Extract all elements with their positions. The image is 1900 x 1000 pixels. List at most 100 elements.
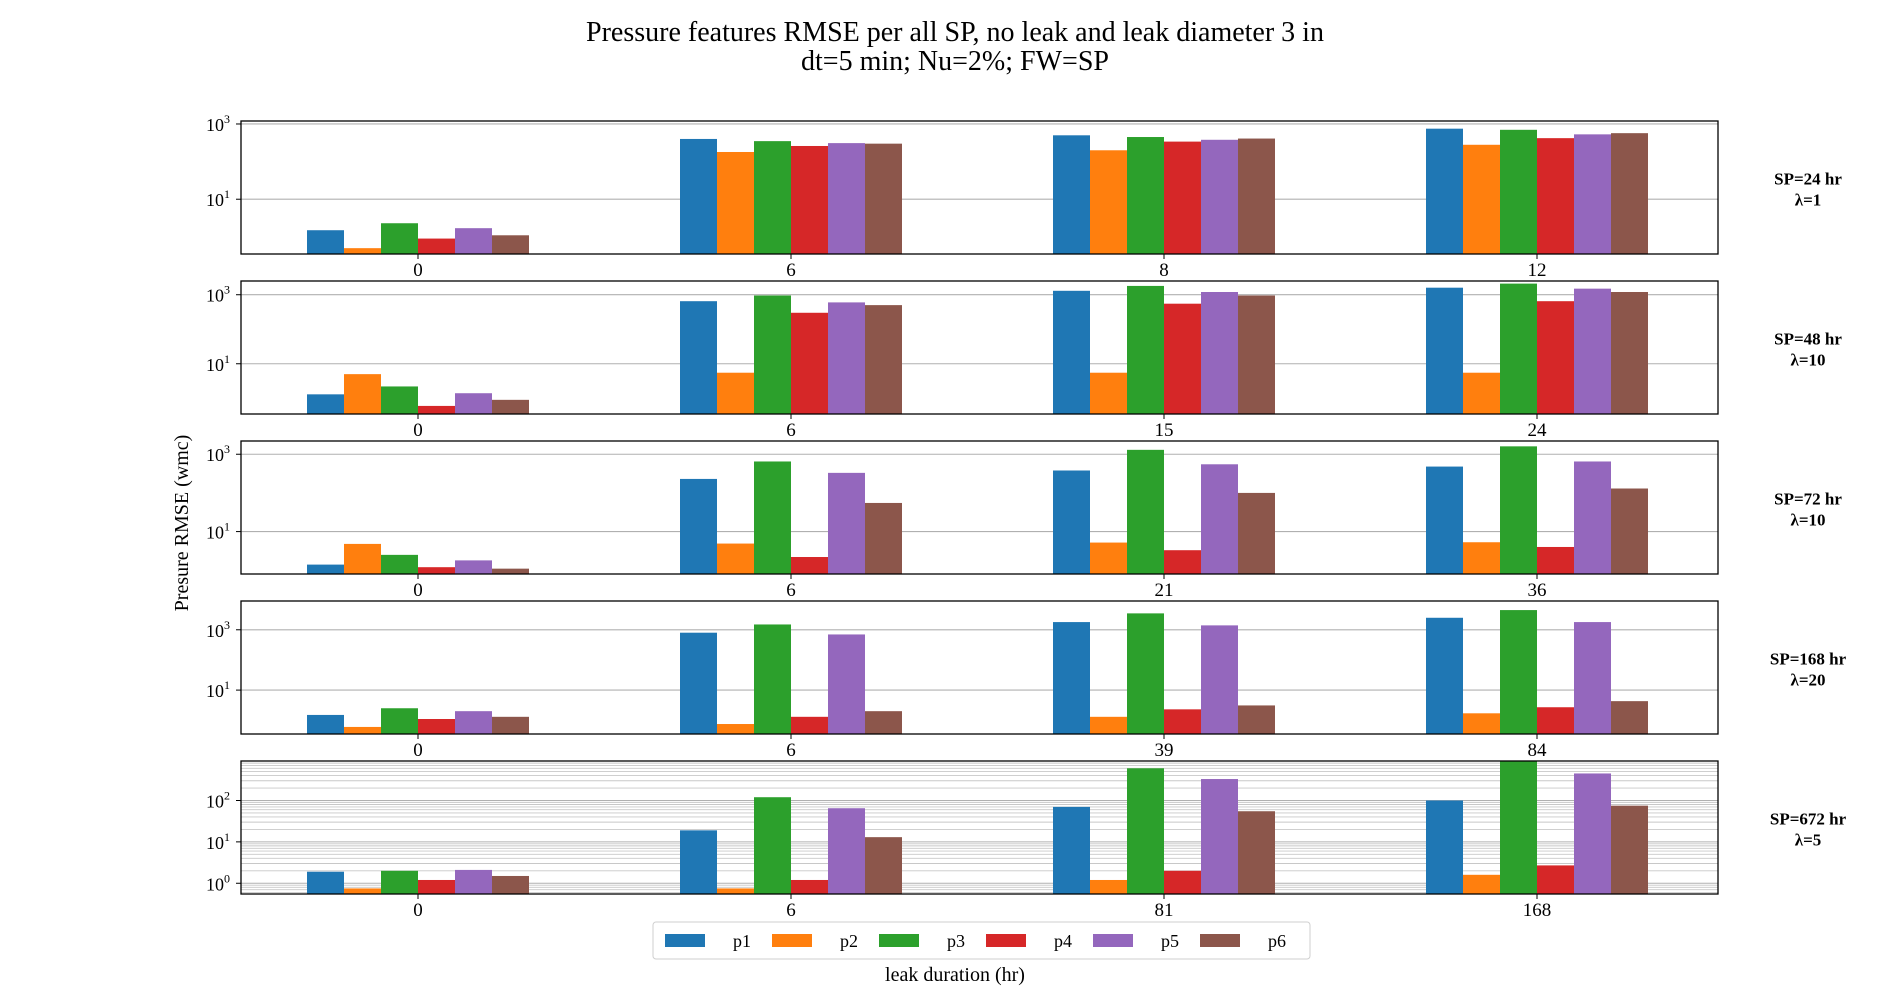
bar-p5-39 [1201, 625, 1238, 734]
bar-p2-21 [1090, 542, 1127, 574]
bar-p3-6 [754, 141, 791, 254]
bar-p1-8 [1053, 135, 1090, 254]
y-tick-exponent: 0 [224, 871, 230, 885]
bar-p3-6 [754, 797, 791, 894]
x-tick-label: 168 [1523, 900, 1552, 921]
row-label-lambda: λ=10 [1790, 511, 1825, 530]
bar-p2-0 [344, 374, 381, 414]
legend-label-p3: p3 [947, 931, 965, 951]
bar-p6-15 [1238, 295, 1275, 414]
x-tick-label: 36 [1528, 580, 1547, 601]
bar-p3-0 [381, 554, 418, 574]
bar-p5-12 [1574, 134, 1611, 254]
bar-p6-24 [1611, 292, 1648, 414]
bar-p1-24 [1426, 287, 1463, 414]
bar-p3-0 [381, 708, 418, 734]
bar-p3-12 [1500, 129, 1537, 254]
bar-p4-8 [1164, 141, 1201, 254]
bar-p3-0 [381, 223, 418, 254]
bar-p1-36 [1426, 466, 1463, 574]
x-tick-label: 81 [1155, 900, 1174, 921]
bar-p6-6 [865, 305, 902, 414]
bar-p1-39 [1053, 622, 1090, 734]
bar-p2-12 [1463, 144, 1500, 254]
bar-p3-15 [1127, 285, 1164, 414]
bar-p3-6 [754, 295, 791, 414]
chart-subtitle: dt=5 min; Nu=2%; FW=SP [801, 46, 1109, 77]
row-label-lambda: λ=5 [1795, 831, 1822, 850]
bar-p3-168 [1500, 761, 1537, 894]
bar-p2-6 [717, 543, 754, 574]
x-tick-label: 0 [413, 580, 423, 601]
bar-p1-0 [307, 564, 344, 574]
bar-p2-0 [344, 726, 381, 734]
x-tick-label: 0 [413, 420, 423, 441]
x-tick-label: 84 [1528, 740, 1548, 761]
bar-p2-84 [1463, 713, 1500, 734]
bar-p3-21 [1127, 449, 1164, 574]
bar-p6-12 [1611, 133, 1648, 254]
bar-p4-24 [1537, 301, 1574, 414]
bar-p5-0 [455, 560, 492, 574]
x-tick-label: 12 [1528, 260, 1547, 281]
bar-p6-84 [1611, 701, 1648, 734]
y-tick-base: 10 [206, 833, 224, 853]
bar-p2-81 [1090, 879, 1127, 894]
row-label-sp: SP=72 hr [1774, 490, 1842, 509]
bar-p4-15 [1164, 303, 1201, 414]
bar-p1-84 [1426, 617, 1463, 734]
bar-p4-168 [1537, 865, 1574, 894]
y-tick-label: 101 [206, 830, 230, 853]
bar-p6-168 [1611, 805, 1648, 894]
bar-p5-6 [828, 302, 865, 414]
legend-box [652, 921, 1311, 960]
bar-p4-6 [791, 557, 828, 574]
bar-p3-81 [1127, 768, 1164, 894]
bar-p2-6 [717, 888, 754, 894]
bar-p3-0 [381, 870, 418, 894]
bar-p6-6 [865, 502, 902, 574]
bar-p5-15 [1201, 292, 1238, 414]
y-tick-base: 10 [206, 355, 224, 375]
x-tick-label: 24 [1528, 420, 1548, 441]
y-tick-exponent: 1 [224, 678, 230, 692]
bar-p3-8 [1127, 137, 1164, 254]
bar-p1-0 [307, 714, 344, 734]
y-tick-exponent: 1 [224, 352, 230, 366]
y-tick-exponent: 2 [224, 788, 230, 802]
bar-p5-6 [828, 472, 865, 574]
bar-p1-6 [680, 632, 717, 734]
bar-p5-21 [1201, 464, 1238, 574]
bar-p4-36 [1537, 546, 1574, 574]
bar-p6-6 [865, 711, 902, 734]
bar-p2-8 [1090, 150, 1127, 254]
panel-frame [240, 120, 1719, 255]
bar-p6-21 [1238, 492, 1275, 574]
bar-p4-81 [1164, 870, 1201, 894]
x-axis-label: leak duration (hr) [885, 964, 1025, 986]
y-tick-exponent: 3 [224, 618, 230, 632]
bar-p5-0 [455, 711, 492, 734]
bar-p6-0 [492, 235, 529, 254]
legend-swatch-p5 [1093, 934, 1133, 947]
y-tick-exponent: 3 [224, 283, 230, 297]
bar-p5-24 [1574, 288, 1611, 414]
bar-p3-6 [754, 461, 791, 574]
y-tick-label: 103 [206, 618, 230, 641]
y-axis-label: Presure RMSE (wmc) [171, 435, 193, 612]
row-label-sp: SP=24 hr [1774, 170, 1842, 189]
bar-p2-24 [1463, 372, 1500, 414]
legend-swatch-p6 [1200, 934, 1240, 947]
bar-p5-0 [455, 869, 492, 894]
bar-p4-21 [1164, 550, 1201, 574]
bar-p4-6 [791, 145, 828, 254]
y-tick-base: 10 [206, 621, 224, 641]
bar-p2-0 [344, 888, 381, 894]
bar-p5-6 [828, 634, 865, 734]
bar-p1-81 [1053, 806, 1090, 894]
y-tick-label: 101 [206, 520, 230, 543]
